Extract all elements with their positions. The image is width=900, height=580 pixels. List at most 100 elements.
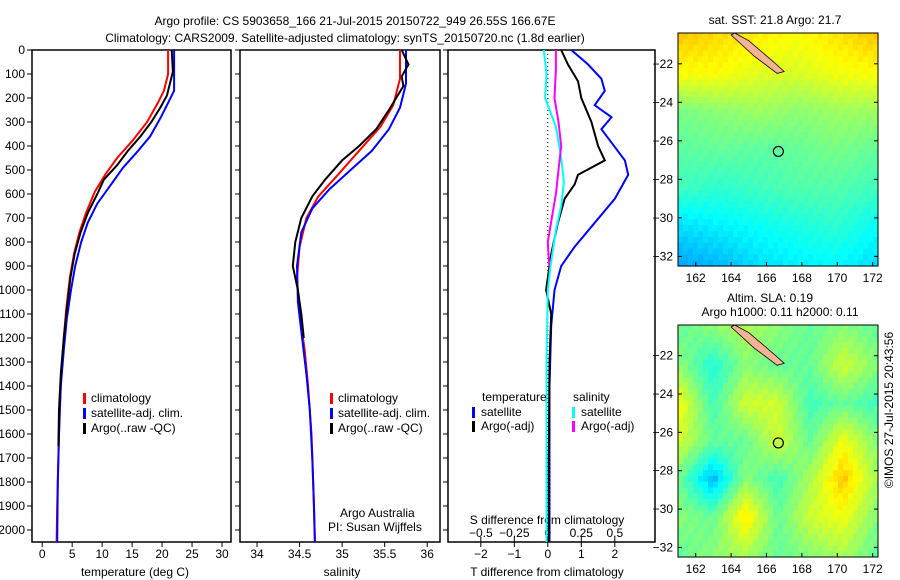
map-cell — [818, 481, 824, 488]
map-cell — [758, 504, 764, 512]
map-cell — [723, 143, 729, 151]
map-cell — [683, 394, 689, 401]
map-cell — [753, 504, 759, 512]
map-cell — [778, 190, 784, 197]
map-cell — [808, 161, 814, 168]
map-cell — [688, 412, 694, 419]
map-cell — [798, 441, 804, 448]
map-cell — [723, 336, 729, 343]
map-cell — [713, 120, 719, 127]
argo-position-marker — [772, 437, 784, 449]
map-cell — [838, 371, 844, 378]
map-cell — [823, 254, 829, 261]
map-cell — [788, 464, 794, 471]
map-cell — [863, 435, 869, 442]
map-cell — [863, 97, 869, 104]
map-cell — [858, 161, 864, 168]
map-cell — [783, 371, 789, 378]
map-xtick-label: 164 — [721, 271, 741, 285]
map-cell — [808, 260, 814, 267]
map-cell — [708, 79, 714, 86]
map-cell — [688, 371, 694, 378]
map-cell — [808, 359, 814, 367]
map-cell — [868, 161, 874, 168]
map-cell — [843, 236, 849, 244]
map-cell — [823, 551, 829, 558]
map-cell — [803, 348, 809, 355]
map-cell — [838, 516, 844, 523]
map-cell — [718, 137, 724, 145]
map-xtick-label: 172 — [863, 271, 883, 285]
map-cell — [838, 102, 844, 110]
map-cell — [763, 412, 769, 419]
map-cell — [738, 452, 744, 459]
map-cell — [748, 102, 754, 110]
map-cell — [798, 446, 804, 454]
map-cell — [688, 406, 694, 413]
map-cell — [858, 516, 864, 523]
map-cell — [823, 56, 829, 63]
map-cell — [738, 354, 744, 361]
map-cell — [858, 219, 864, 226]
map-cell — [843, 260, 849, 267]
map-cell — [698, 487, 704, 494]
map-cell — [723, 172, 729, 180]
map-cell — [708, 371, 714, 378]
map-cell — [788, 68, 794, 75]
map-cell — [833, 545, 839, 552]
map-cell — [778, 487, 784, 494]
map-cell — [783, 97, 789, 104]
map-cell — [793, 132, 799, 139]
map-cell — [808, 184, 814, 191]
map-cell — [783, 470, 789, 477]
map-cell — [853, 242, 859, 250]
map-cell — [688, 429, 694, 436]
map-cell — [838, 539, 844, 546]
map-cell — [778, 539, 784, 546]
map-ytick-label: −22 — [653, 57, 674, 71]
map-cell — [783, 161, 789, 168]
map-cell — [763, 400, 769, 407]
map-cell — [713, 184, 719, 191]
map-cell — [788, 120, 794, 127]
map-cell — [738, 120, 744, 127]
map-cell — [773, 155, 779, 162]
map-cell — [838, 260, 844, 267]
map-cell — [868, 108, 874, 116]
map-cell — [678, 354, 684, 361]
map-cell — [748, 254, 754, 261]
map-cell — [683, 510, 689, 517]
map-cell — [688, 452, 694, 459]
map-cell — [848, 248, 854, 255]
map-cell — [738, 254, 744, 261]
map-cell — [838, 38, 844, 46]
map-cell — [698, 528, 704, 535]
map-cell — [843, 62, 849, 69]
map-cell — [813, 155, 819, 162]
map-cell — [733, 545, 739, 552]
map-cell — [753, 412, 759, 419]
map-cell — [833, 149, 839, 156]
map-xtick-label: 166 — [756, 562, 776, 576]
map-cell — [763, 504, 769, 512]
map-cell — [863, 207, 869, 215]
map-cell — [848, 56, 854, 63]
map-cell — [773, 464, 779, 471]
map-cell — [703, 231, 709, 238]
map-cell — [693, 377, 699, 384]
map-cell — [793, 120, 799, 127]
map-cell — [693, 62, 699, 69]
map-cell — [728, 225, 734, 232]
map-cell — [858, 528, 864, 535]
map-cell — [818, 248, 824, 255]
map-cell — [778, 73, 784, 81]
map-cell — [678, 336, 684, 343]
map-cell — [868, 487, 874, 494]
map-cell — [713, 388, 719, 396]
map-cell — [713, 114, 719, 121]
map-cell — [848, 551, 854, 558]
map-cell — [728, 435, 734, 442]
map-cell — [733, 236, 739, 244]
map-cell — [758, 213, 764, 220]
map-cell — [713, 423, 719, 430]
